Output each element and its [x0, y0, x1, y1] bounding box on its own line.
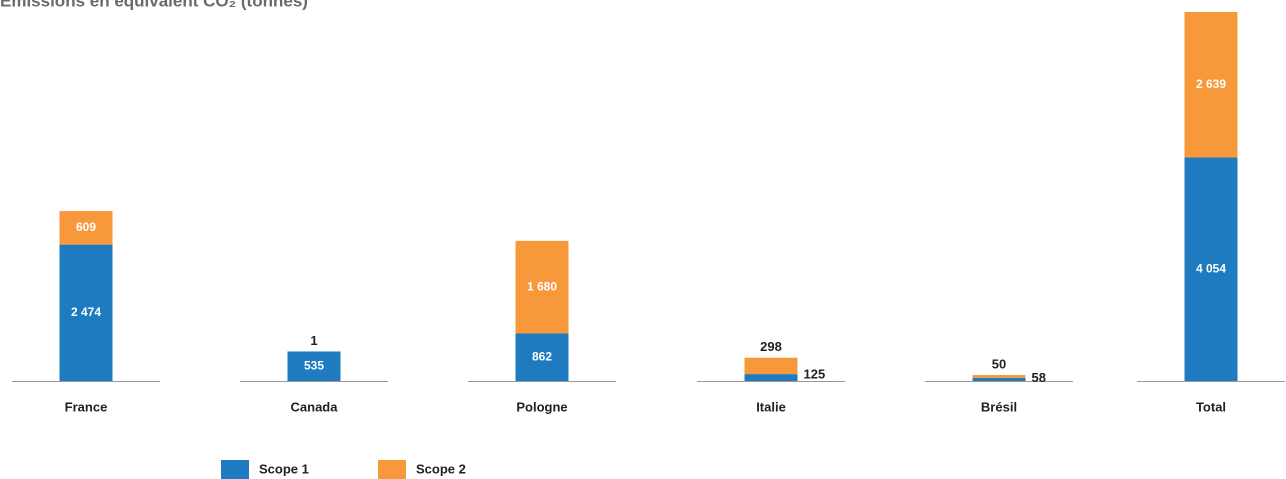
- bar-segment: [59, 244, 113, 381]
- x-tick-label: Italie: [756, 399, 786, 414]
- bar-segment: [1184, 12, 1238, 158]
- bar-segment: [972, 375, 1026, 378]
- bar-segment: [59, 211, 113, 245]
- data-label: 609: [76, 220, 96, 234]
- x-tick-label: France: [65, 399, 108, 414]
- x-tick-label: Pologne: [516, 399, 567, 414]
- data-label: 535: [304, 358, 324, 372]
- data-label: 862: [532, 349, 552, 363]
- data-label: 125: [804, 367, 826, 382]
- data-label: 1 680: [527, 279, 557, 293]
- bar-segment: [744, 357, 798, 375]
- data-label: 50: [992, 356, 1006, 371]
- bar-segment: [287, 351, 341, 381]
- data-label: 298: [760, 339, 782, 354]
- x-tick-label: Canada: [291, 399, 339, 414]
- chart-title: Emissions en équivalent CO₂ (tonnes): [0, 0, 308, 10]
- data-label: 2 474: [71, 305, 101, 319]
- bar-segment: [972, 377, 1026, 381]
- x-tick-label: Brésil: [981, 399, 1017, 414]
- legend-swatch: [378, 460, 406, 479]
- legend-label: Scope 2: [416, 461, 466, 476]
- legend-label: Scope 1: [259, 461, 309, 476]
- bar-segment: [515, 333, 569, 381]
- bar-segment: [1184, 157, 1238, 381]
- data-label: 2 639: [1196, 77, 1226, 91]
- x-tick-label: Total: [1196, 399, 1226, 414]
- legend-swatch: [221, 460, 249, 479]
- bar-segment: [515, 240, 569, 334]
- data-label: 58: [1032, 370, 1046, 385]
- data-label: 4 054: [1196, 261, 1226, 275]
- data-label: 1: [310, 333, 317, 348]
- bar-segment: [744, 374, 798, 381]
